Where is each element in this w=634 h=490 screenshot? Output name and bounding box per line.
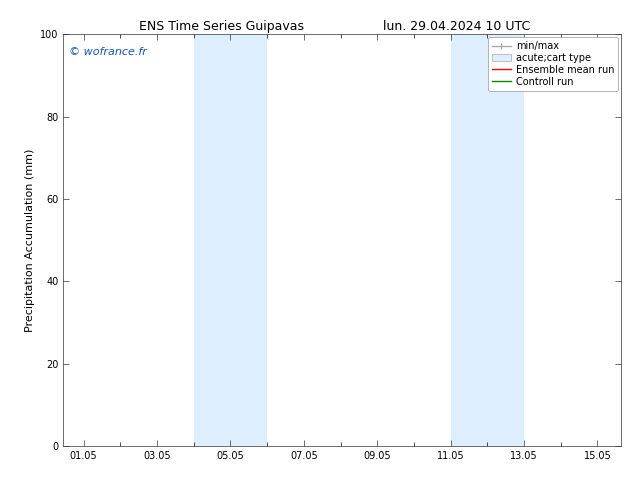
- Text: © wofrance.fr: © wofrance.fr: [69, 47, 147, 57]
- Bar: [230, 34, 267, 446]
- Bar: [194, 34, 230, 446]
- Y-axis label: Precipitation Accumulation (mm): Precipitation Accumulation (mm): [25, 148, 35, 332]
- Text: ENS Time Series Guipavas: ENS Time Series Guipavas: [139, 20, 304, 33]
- Bar: [488, 34, 524, 446]
- Legend: min/max, acute;cart type, Ensemble mean run, Controll run: min/max, acute;cart type, Ensemble mean …: [488, 37, 618, 91]
- Text: lun. 29.04.2024 10 UTC: lun. 29.04.2024 10 UTC: [383, 20, 530, 33]
- Bar: [451, 34, 488, 446]
